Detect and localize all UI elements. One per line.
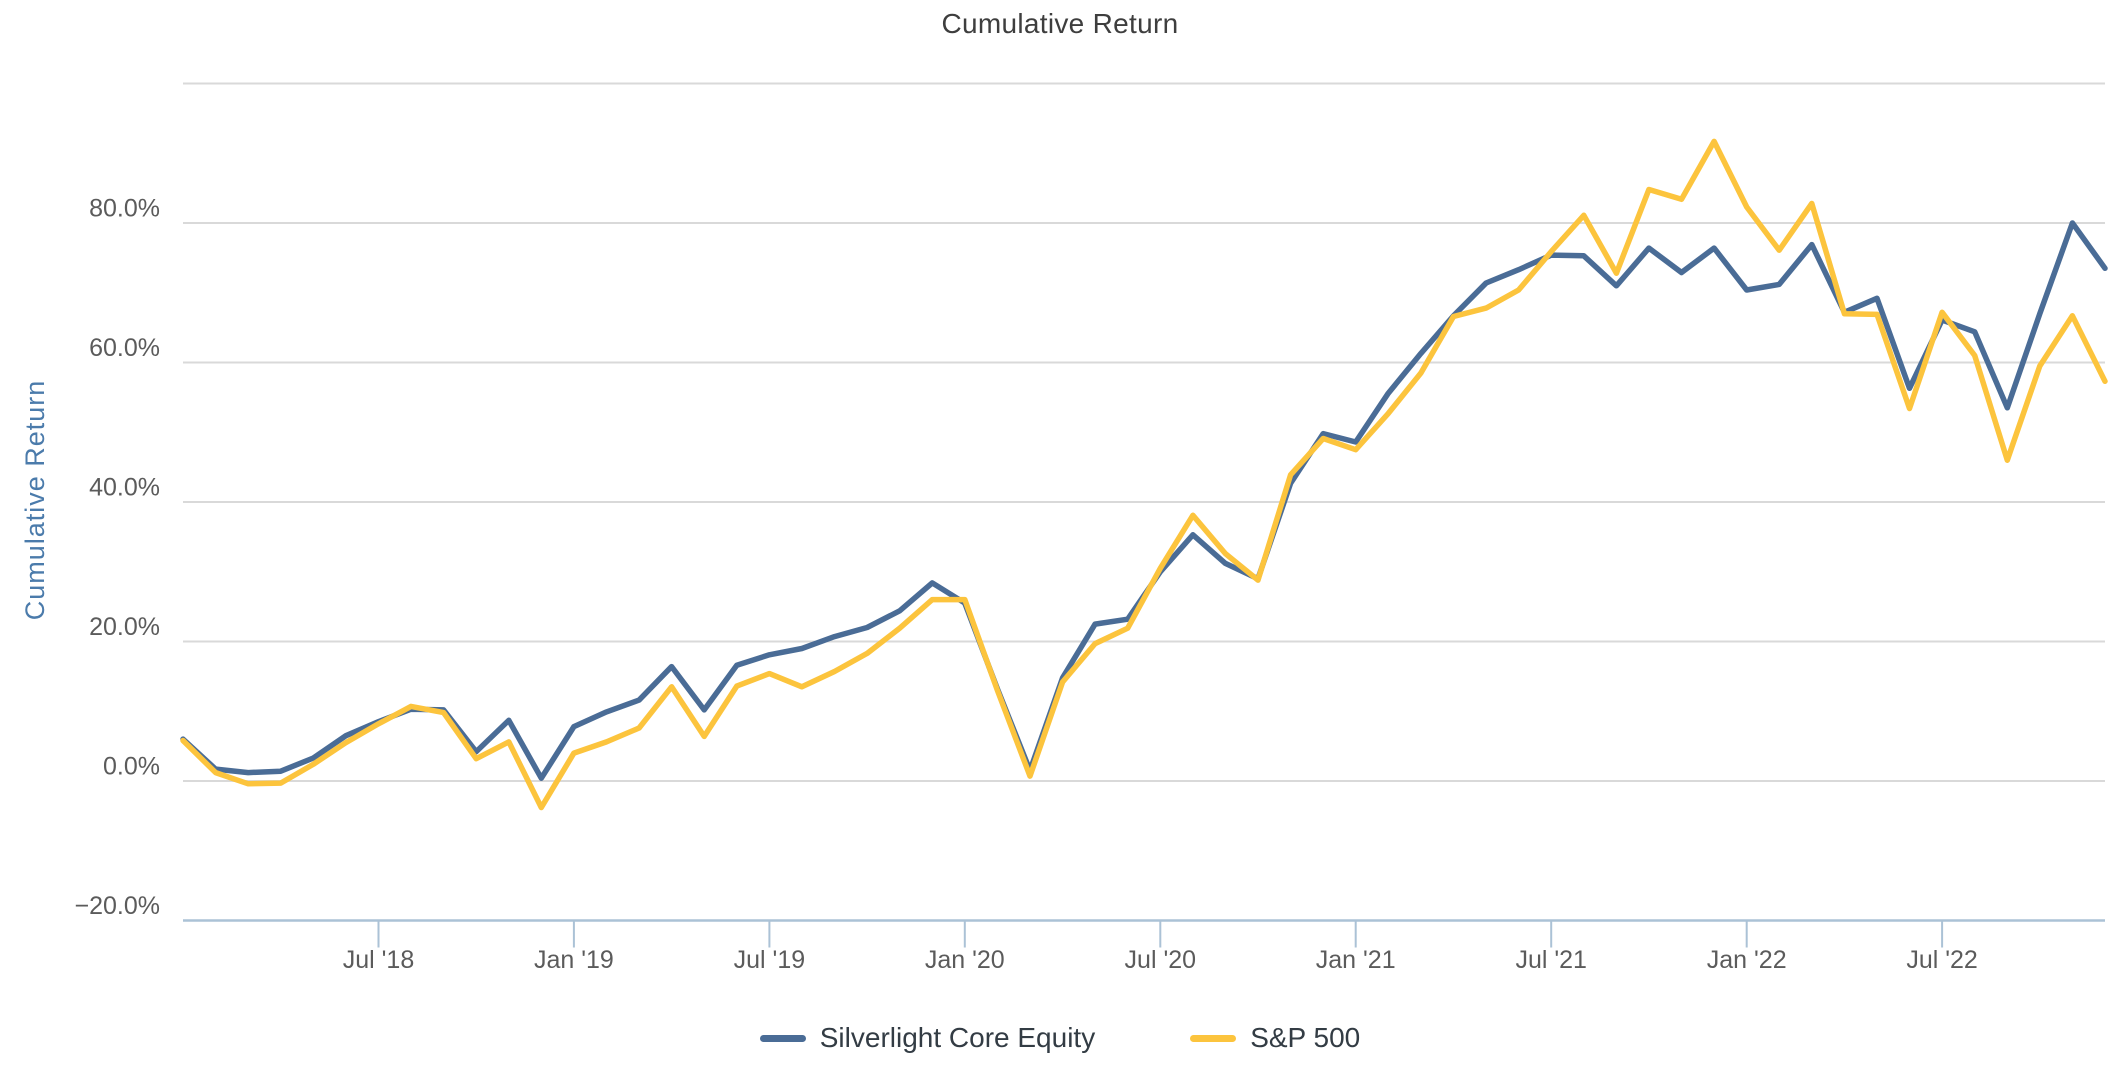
legend-item-sp500[interactable]: S&P 500 bbox=[1190, 1022, 1360, 1054]
x-tick-label-54: Jul '22 bbox=[1906, 946, 1977, 974]
chart-legend: Silverlight Core Equity S&P 500 bbox=[0, 1022, 2120, 1054]
x-tick-label-30: Jul '20 bbox=[1125, 946, 1196, 974]
y-tick-label-0: 0.0% bbox=[103, 753, 160, 781]
legend-swatch-silverlight-core-equity bbox=[759, 1034, 806, 1042]
legend-swatch-sp500 bbox=[1190, 1034, 1237, 1042]
series-line-silverlight-core-equity[interactable] bbox=[180, 220, 2108, 781]
chart-title: Cumulative Return bbox=[941, 8, 1179, 39]
y-axis-title: Cumulative Return bbox=[20, 380, 50, 621]
y-tick-label-20: 20.0% bbox=[89, 613, 160, 641]
y-tick-label--20: −20.0% bbox=[75, 892, 161, 920]
x-tick-label-48: Jan '22 bbox=[1707, 946, 1787, 974]
x-tick-label-24: Jan '20 bbox=[925, 946, 1005, 974]
x-tick-label-6: Jul '18 bbox=[343, 946, 414, 974]
x-tick-label-42: Jul '21 bbox=[1515, 946, 1586, 974]
y-tick-label-80: 80.0% bbox=[89, 195, 160, 223]
x-tick-label-12: Jan '19 bbox=[534, 946, 614, 974]
series-line-s-p-500[interactable] bbox=[180, 138, 2108, 811]
x-tick-label-18: Jul '19 bbox=[734, 946, 805, 974]
legend-item-silverlight-core-equity[interactable]: Silverlight Core Equity bbox=[759, 1022, 1096, 1054]
x-tick-label-36: Jan '21 bbox=[1316, 946, 1396, 974]
y-tick-label-60: 60.0% bbox=[89, 334, 160, 362]
legend-label-silverlight-core-equity: Silverlight Core Equity bbox=[819, 1022, 1096, 1053]
y-tick-label-40: 40.0% bbox=[89, 474, 160, 502]
legend-label-sp500: S&P 500 bbox=[1250, 1022, 1361, 1053]
